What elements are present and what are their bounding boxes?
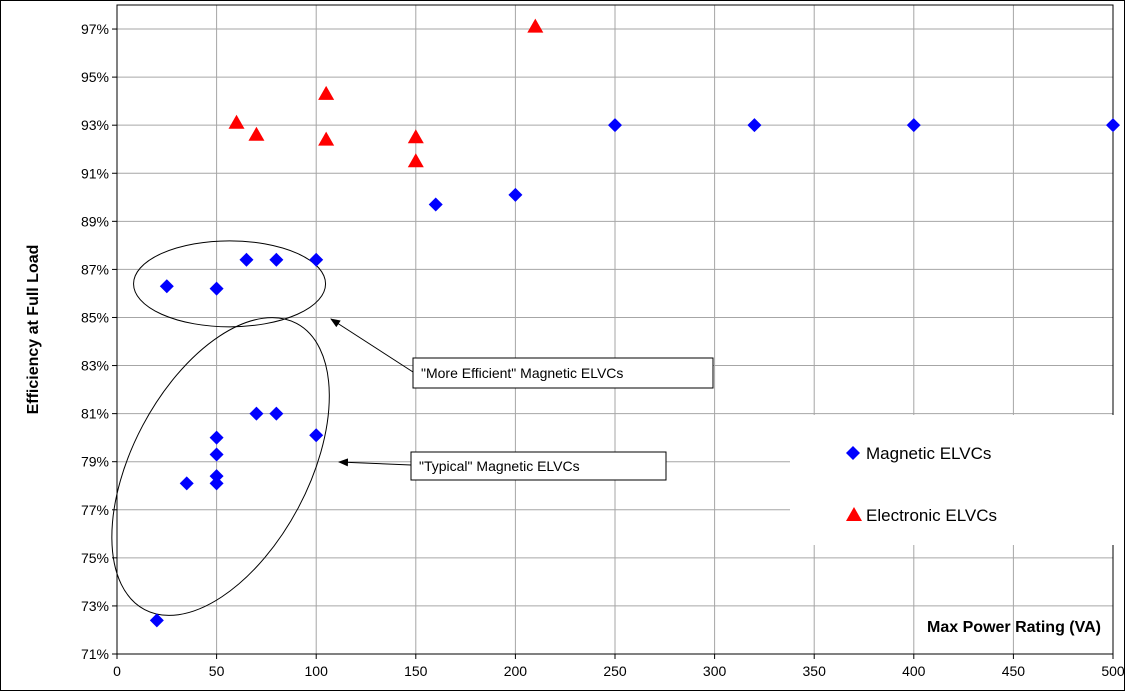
electronic-point [407,129,424,144]
callouts: "More Efficient" Magnetic ELVCs "Typical… [330,318,714,481]
ellipse-more-efficient [133,240,327,328]
x-tick-label: 200 [504,663,528,679]
magnetic-point [179,476,194,491]
y-tick-label: 95% [81,69,109,85]
magnetic-point [747,118,762,133]
x-tick-label: 400 [902,663,926,679]
magnetic-point [209,476,224,491]
callout-box-typical [410,451,667,481]
magnetic-point [309,428,324,443]
x-tick-label: 500 [1101,663,1125,679]
group-ellipses [111,240,330,616]
x-axis-title: Max Power Rating (VA) [927,619,1101,636]
callout-arrow-more-efficient [330,318,414,373]
magnetic-point [269,252,284,267]
magnetic-point [209,281,224,296]
y-tick-label: 79% [81,454,109,470]
x-tick-label: 350 [803,663,827,679]
y-tick-label: 73% [81,598,109,614]
magnetic-point [239,252,254,267]
magnetic-point [209,430,224,445]
callout-box-more-efficient [412,357,714,389]
legend-background [790,415,1120,545]
ellipse-typical [111,317,330,616]
y-tick-label: 91% [81,165,109,181]
x-tick-label: 50 [209,663,225,679]
magnetic-point [269,406,284,421]
magnetic-point [906,118,921,133]
legend: Magnetic ELVCs Electronic ELVCs [790,415,1120,545]
y-tick-label: 77% [81,502,109,518]
y-tick-label: 97% [81,21,109,37]
magnetic-point [428,197,443,212]
magnetic-point [149,613,164,628]
x-tick-label: 450 [1002,663,1026,679]
callout-label-more-efficient: "More Efficient" Magnetic ELVCs [421,365,623,381]
electronic-point [527,18,544,33]
x-tick-label: 100 [305,663,329,679]
x-tick-label: 0 [113,663,121,679]
legend-marker-electronic [846,507,862,521]
data-points [149,18,1120,628]
legend-label-electronic: Electronic ELVCs [866,506,997,525]
y-tick-label: 71% [81,646,109,662]
callout-arrow-typical [338,458,412,467]
x-tick-label: 150 [404,663,428,679]
magnetic-point [508,187,523,202]
magnetic-point [159,279,174,294]
magnetic-point [249,406,264,421]
y-tick-label: 83% [81,358,109,374]
electronic-point [318,131,335,146]
y-tick-label: 89% [81,213,109,229]
x-tick-label: 250 [603,663,627,679]
magnetic-point [608,118,622,133]
electronic-point [248,126,265,141]
callout-label-typical: "Typical" Magnetic ELVCs [419,458,580,474]
x-tick-label: 300 [703,663,727,679]
axes: 71% 73% 75% 77% 79% 81% 83% 85% 87% 89% 91% 93% 95% 9… [81,21,1125,679]
legend-marker-magnetic [846,446,860,460]
y-tick-label: 85% [81,309,109,325]
y-tick-label: 75% [81,550,109,566]
electronic-point [407,153,424,168]
y-tick-label: 81% [81,406,109,422]
y-tick-label: 93% [81,117,109,133]
magnetic-point [309,252,324,267]
magnetic-point [1106,118,1120,133]
y-tick-label: 87% [81,261,109,277]
legend-label-magnetic: Magnetic ELVCs [866,444,991,463]
y-axis-title: Efficiency at Full Load [25,245,42,415]
magnetic-point [209,469,224,484]
magnetic-point [209,447,224,462]
electronic-point [228,114,245,129]
electronic-point [318,85,335,100]
